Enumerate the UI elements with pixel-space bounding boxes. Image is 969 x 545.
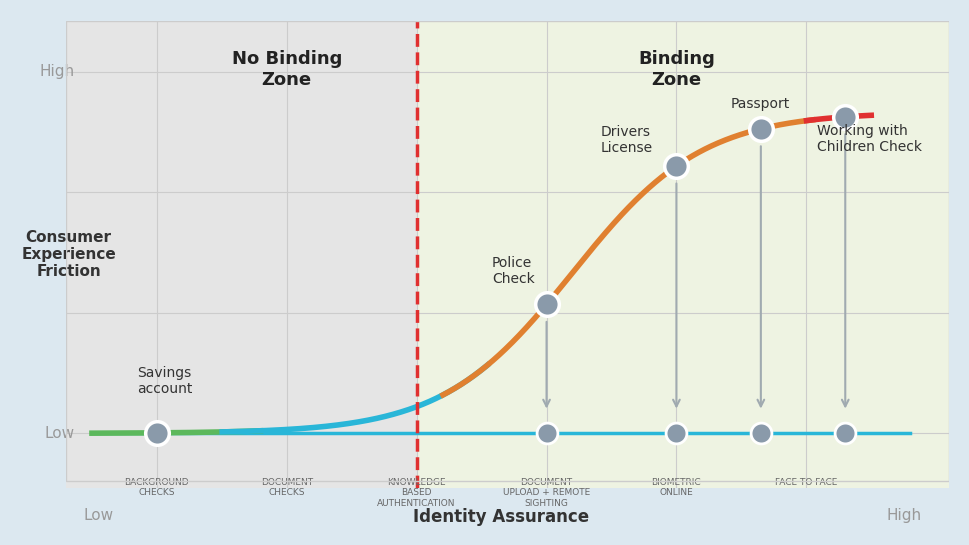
Text: Identity Assurance: Identity Assurance [413,508,588,526]
Bar [66,21,417,488]
Text: Drivers
License: Drivers License [601,125,652,155]
Text: Police
Check: Police Check [491,256,534,286]
Text: Working with
Children Check: Working with Children Check [816,124,921,154]
Text: High: High [886,508,921,523]
Text: No Binding
Zone: No Binding Zone [232,50,342,89]
Text: Consumer
Experience
Friction: Consumer Experience Friction [21,229,116,280]
Text: FACE TO FACE: FACE TO FACE [774,478,836,487]
Text: DOCUMENT
UPLOAD + REMOTE
SIGHTING: DOCUMENT UPLOAD + REMOTE SIGHTING [502,478,589,508]
Bar [417,21,949,488]
Text: Low: Low [45,426,75,441]
Text: Low: Low [83,508,113,523]
Text: KNOWLEDGE
BASED
AUTHENTICATION: KNOWLEDGE BASED AUTHENTICATION [377,478,455,508]
Text: High: High [40,64,75,80]
Text: Savings
account: Savings account [138,366,193,396]
Text: Passport: Passport [731,96,790,111]
Text: BACKGROUND
CHECKS: BACKGROUND CHECKS [124,478,189,498]
Text: BIOMETRIC
ONLINE: BIOMETRIC ONLINE [651,478,701,498]
Text: Binding
Zone: Binding Zone [638,50,714,89]
Text: DOCUMENT
CHECKS: DOCUMENT CHECKS [261,478,313,498]
